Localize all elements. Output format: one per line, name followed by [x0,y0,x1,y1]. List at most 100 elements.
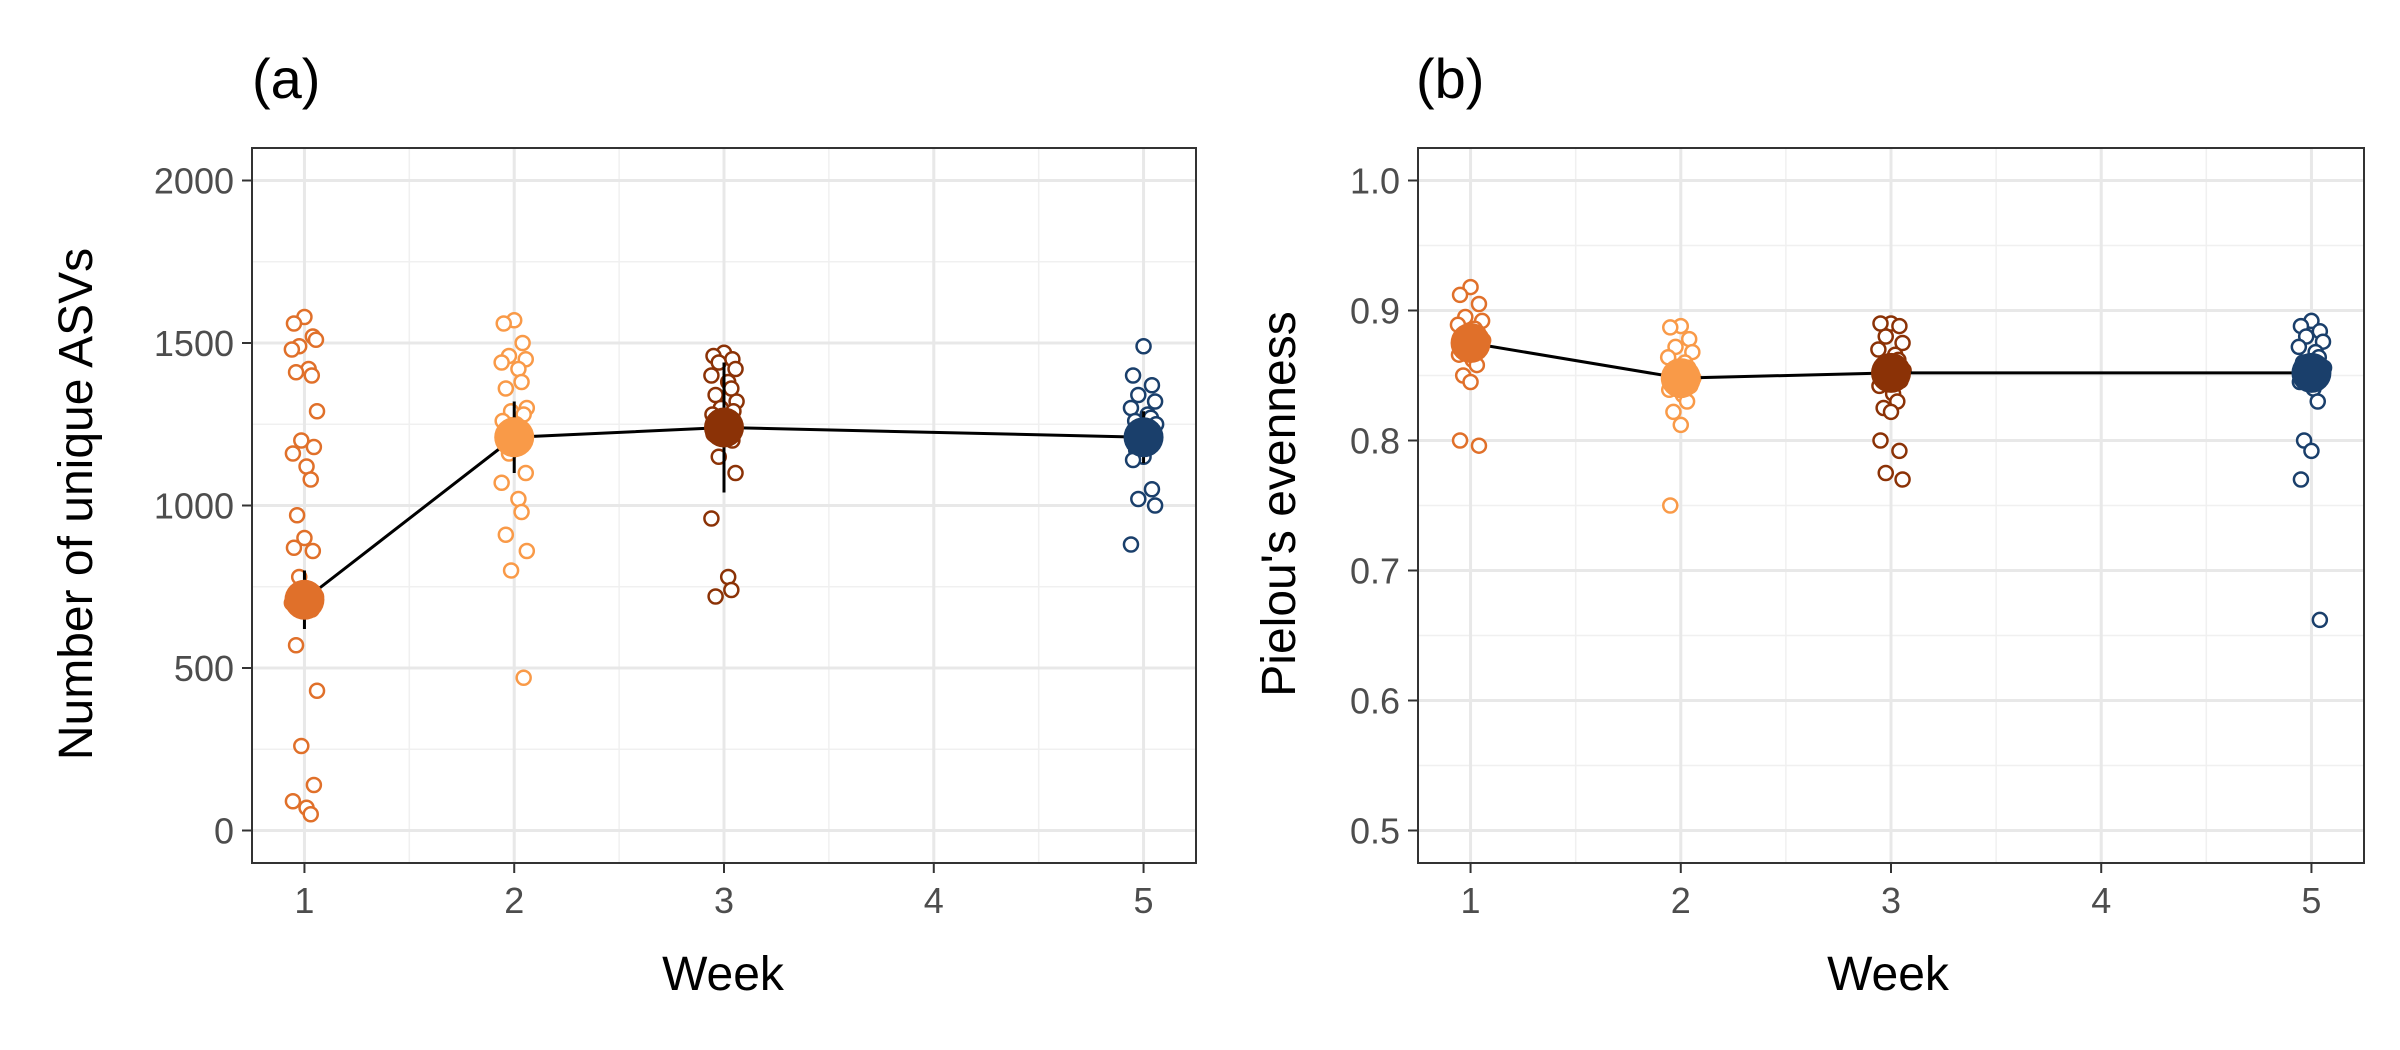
mean-point [284,579,325,620]
data-point [1462,373,1479,391]
data-point [283,341,301,358]
data-point [513,503,530,521]
data-point [1130,490,1147,508]
data-point [703,367,720,384]
y-tick-label: 0 [214,811,234,852]
data-point [293,737,310,755]
data-point [495,315,512,332]
data-point [1672,416,1690,434]
data-point [727,464,744,482]
data-point [285,315,303,332]
data-point [510,490,527,508]
panel-label-a: (a) [252,47,320,110]
y-tick-label: 0.7 [1350,551,1400,592]
data-point [2309,393,2327,410]
x-axis-title-b: Week [1827,948,1950,1001]
data-point [497,526,515,543]
y-axis-title-b: Pielou's evenness [1253,311,1306,696]
panel-b: (b) Week Pielou's evenness 1 2 3 4 5 0.5 0.6 0.… [1253,47,2365,1001]
data-point [727,360,744,378]
data-point [710,448,728,465]
data-point [1135,338,1152,355]
panel-border [251,147,1197,864]
data-point [1130,386,1147,404]
data-point [1882,403,1900,421]
data-point [304,542,322,560]
data-point [287,637,305,654]
data-point [302,806,319,823]
data-point [285,539,303,556]
panel-a: (a) Week Number of unique ASVs 1 2 3 4 5 0 500… [50,47,1197,1001]
data-point [1680,330,1698,348]
data-point [514,334,531,352]
x-tick-label: 1 [1461,880,1481,921]
y-tick-label: 0.5 [1350,811,1400,852]
data-point [305,438,323,456]
data-point [517,464,535,482]
data-point [1665,403,1682,421]
data-point [308,403,326,420]
data-point [1894,471,1911,488]
data-point [1891,317,1908,335]
mean-point [1660,358,1701,399]
data-point [2290,338,2308,356]
data-point [293,432,310,449]
data-point [513,373,530,391]
data-point [502,562,520,579]
y-tick-label: 0.6 [1350,681,1400,722]
data-point [1870,341,1887,358]
x-axis-title-a: Week [662,948,785,1001]
data-point [308,682,326,699]
data-point [515,669,532,686]
x-tick-label: 1 [294,880,314,921]
mean-line [1470,341,2312,380]
data-point [1662,319,1679,336]
data-point [493,474,510,491]
mean-point [2291,352,2332,393]
data-point [510,360,527,378]
mean-point [1123,417,1164,458]
y-tick-label: 1000 [154,486,234,527]
data-point [305,776,323,794]
data-point [302,471,319,488]
mean-point [1871,352,1911,393]
y-tick-label: 1500 [154,323,234,364]
data-point [2292,471,2310,488]
data-point [1122,536,1140,553]
data-point [1451,286,1469,304]
data-point [723,581,740,599]
x-tick-label: 4 [924,880,944,921]
data-point [296,529,313,547]
panel-label-b: (b) [1416,47,1484,110]
x-tick-label: 5 [2301,880,2321,921]
data-point [1146,497,1164,514]
mean-point [704,407,744,448]
data-point [518,542,536,560]
data-point [1143,377,1161,394]
data-point [710,354,728,371]
data-point [1872,432,1889,449]
data-point [1470,295,1488,313]
data-point [703,510,720,527]
mean-point [494,417,535,458]
y-tick-label: 500 [174,648,234,689]
data-point [284,793,302,810]
x-tick-label: 3 [714,880,734,921]
mean-point [1450,323,1491,363]
data-point [2303,442,2320,460]
panel-border [1417,147,2365,864]
y-tick-label: 0.8 [1350,421,1400,462]
data-point [1894,334,1911,352]
y-tick-label: 0.9 [1350,291,1400,332]
x-tick-label: 4 [2091,880,2111,921]
data-point [719,568,737,586]
data-point [1470,437,1488,454]
data-point [1146,393,1164,410]
x-tick-label: 5 [1134,880,1154,921]
y-tick-label: 2000 [154,161,234,202]
x-tick-label: 2 [1671,880,1691,921]
data-point [1877,464,1894,482]
data-point [1662,497,1679,514]
data-point [493,354,510,371]
